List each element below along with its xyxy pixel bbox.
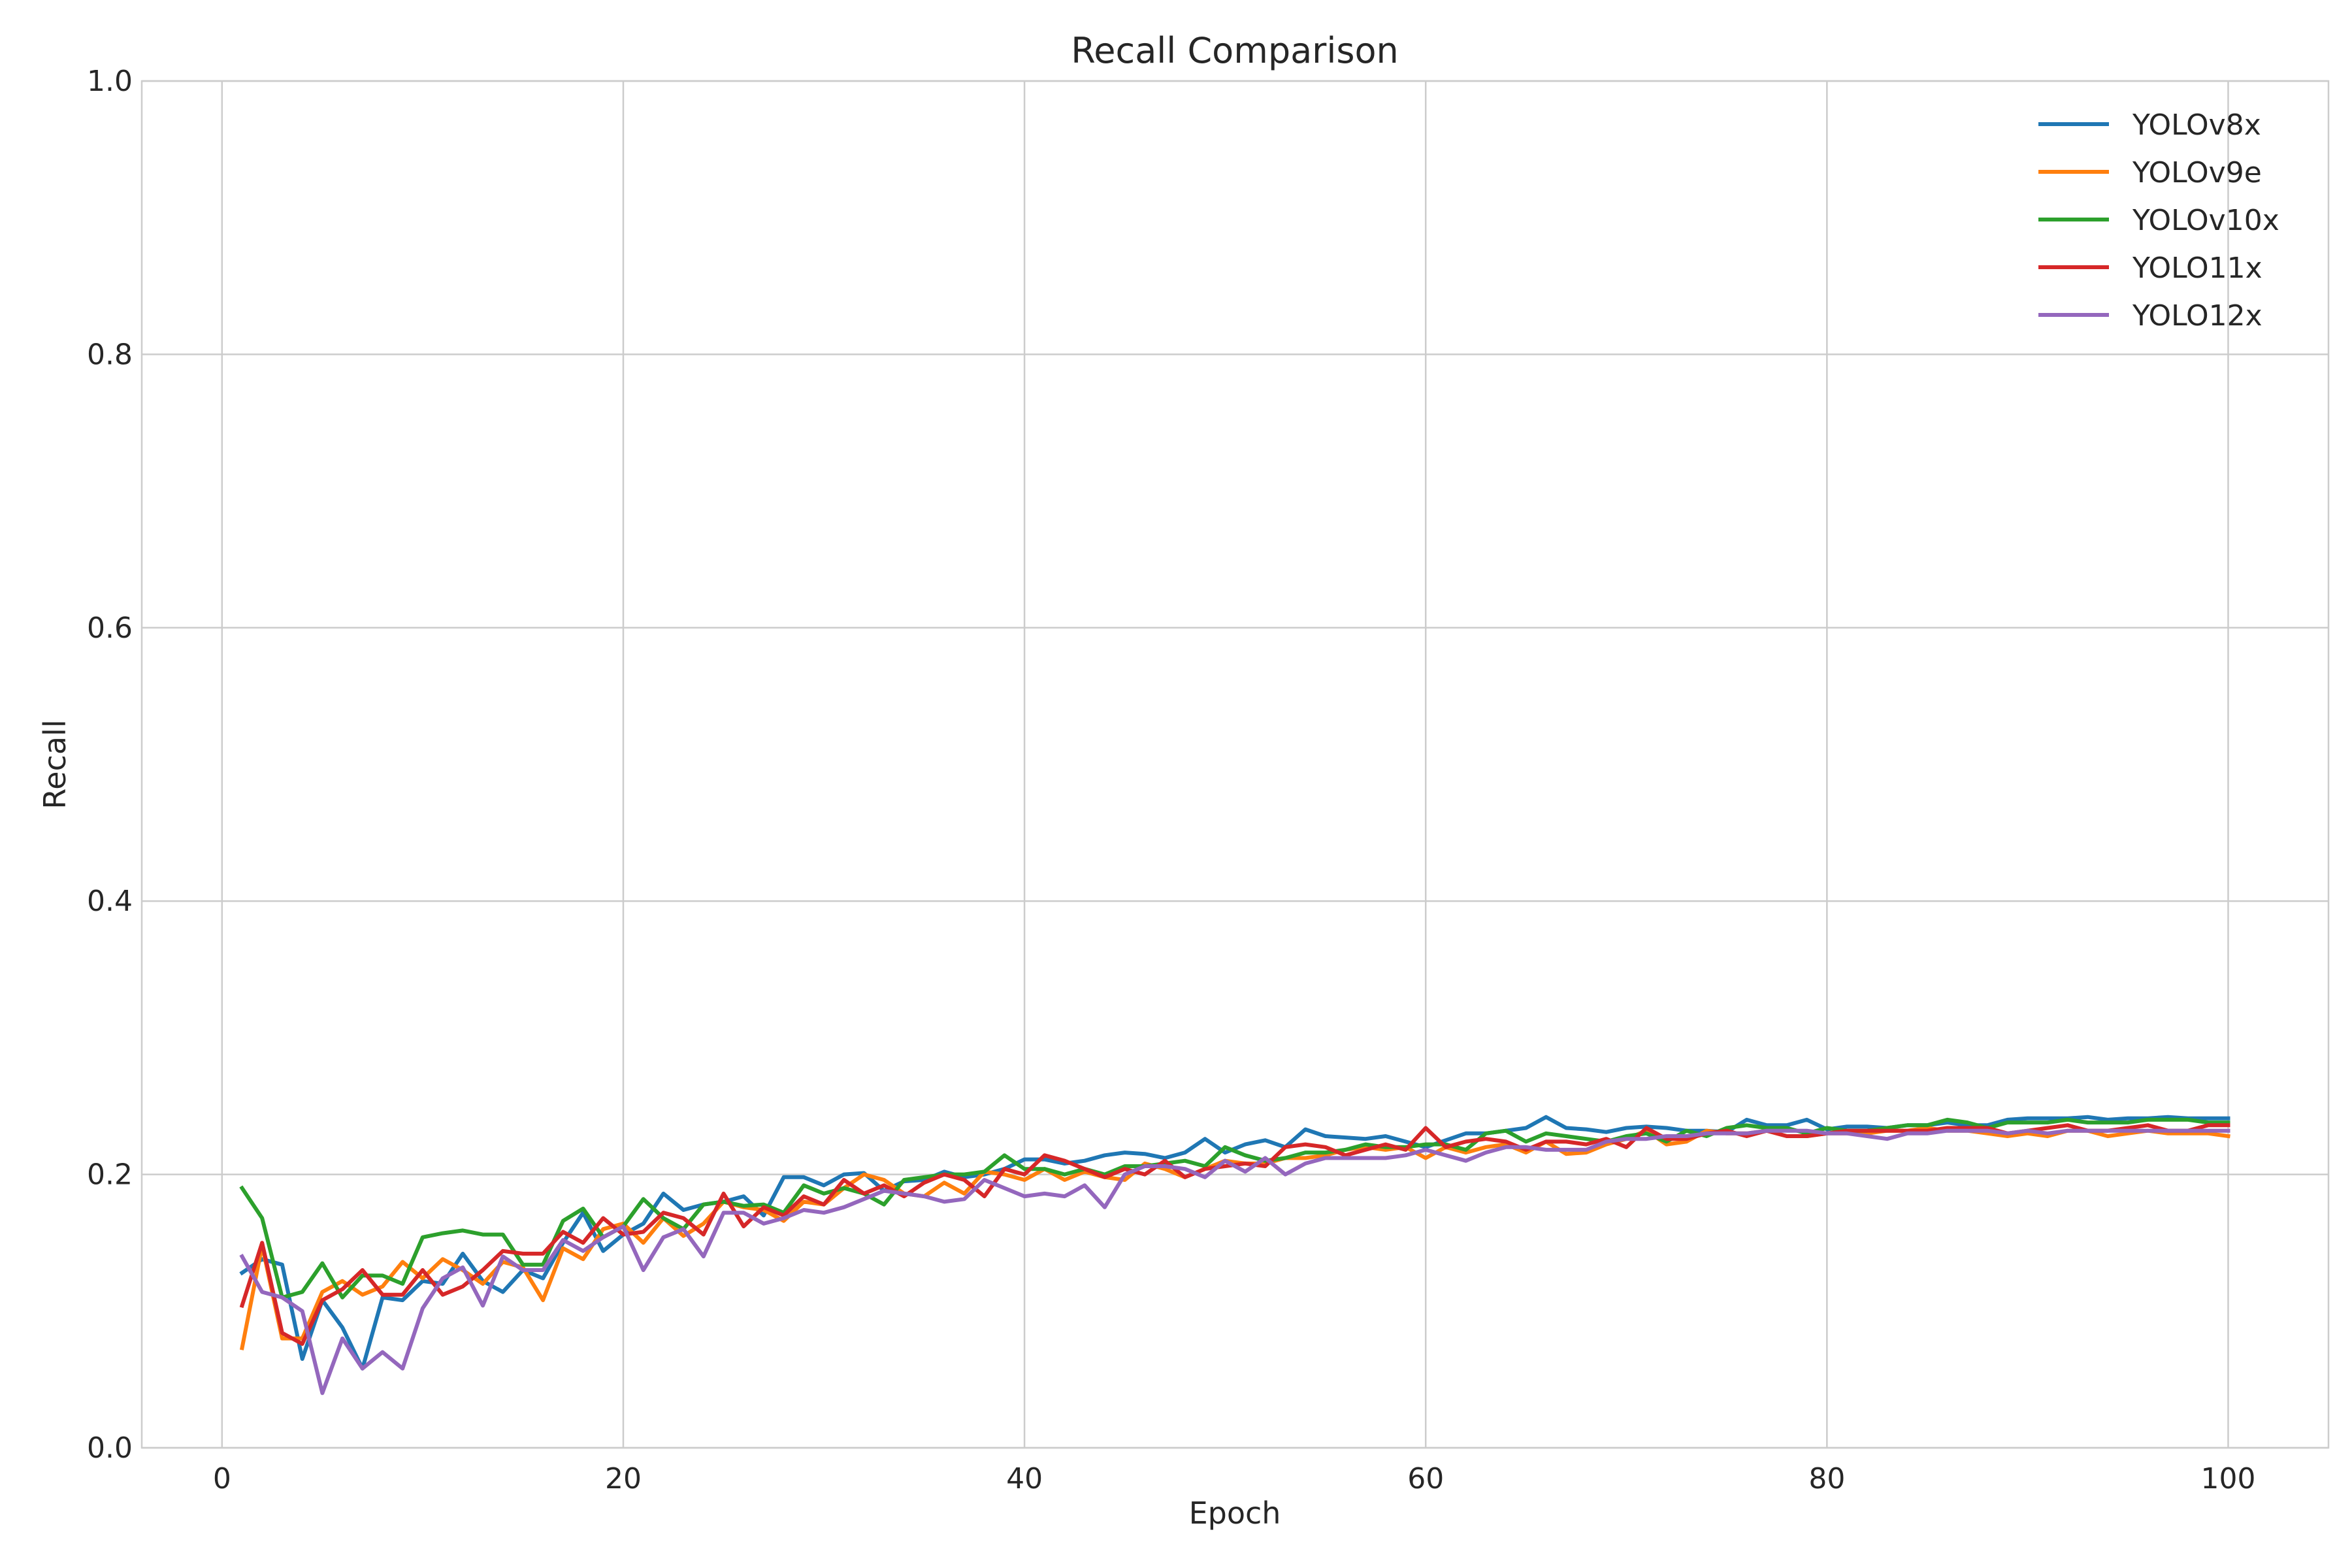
legend-label: YOLOv9e — [2132, 156, 2262, 189]
x-tick-label: 60 — [1407, 1462, 1444, 1495]
x-axis-ticks: 0 20 40 60 80 100 — [213, 1462, 2256, 1495]
y-axis-label: Recall — [37, 719, 73, 809]
y-tick-label: 0.2 — [87, 1158, 133, 1192]
x-tick-label: 0 — [213, 1462, 231, 1495]
y-tick-label: 0.6 — [87, 612, 133, 645]
plot-frame — [140, 80, 2330, 1449]
y-tick-label: 0.0 — [87, 1431, 133, 1465]
x-axis-label: Epoch — [1189, 1495, 1281, 1531]
x-tick-label: 20 — [605, 1462, 642, 1495]
series-line-yolo12x — [239, 1128, 2230, 1396]
legend-label: YOLO12x — [2132, 299, 2262, 333]
series-lines — [239, 1115, 2230, 1396]
legend-label: YOLO11x — [2132, 252, 2262, 285]
y-axis-ticks: 0.0 0.2 0.4 0.6 0.8 1.0 — [87, 65, 133, 1465]
y-tick-label: 0.8 — [87, 338, 133, 371]
y-tick-label: 0.4 — [87, 885, 133, 918]
y-tick-label: 1.0 — [87, 65, 133, 98]
x-tick-label: 40 — [1006, 1462, 1043, 1495]
series-line-yolov10x — [239, 1117, 2230, 1299]
x-tick-label: 80 — [1808, 1462, 1845, 1495]
legend-label: YOLOv10x — [2132, 204, 2279, 237]
chart-title: Recall Comparison — [1071, 30, 1399, 71]
x-tick-label: 100 — [2200, 1462, 2255, 1495]
plot-background — [142, 81, 2328, 1448]
legend: YOLOv8x YOLOv9e YOLOv10x YOLO11x YOLO12x — [2038, 108, 2279, 333]
legend-label: YOLOv8x — [2132, 108, 2261, 142]
